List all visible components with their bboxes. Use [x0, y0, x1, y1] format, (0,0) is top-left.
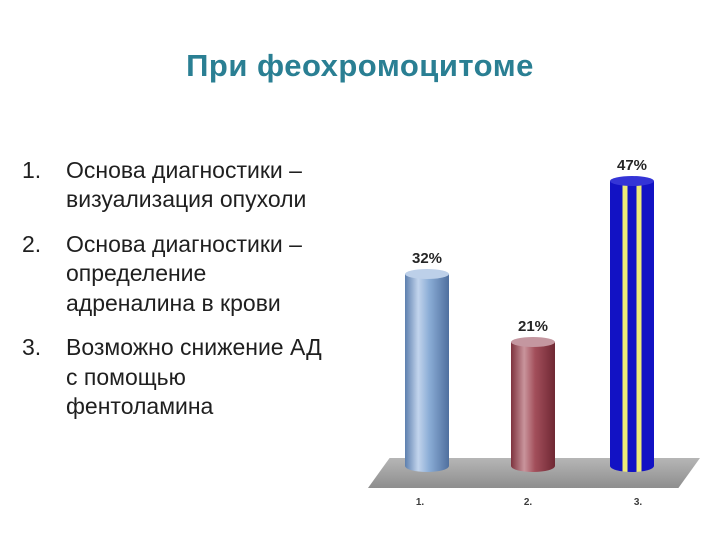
list-item-text: Возможно снижение АД с помощью фентолами…: [66, 334, 322, 420]
bar-value-label: 21%: [517, 318, 549, 335]
list-item-text: Основа диагностики – визуализация опухол…: [66, 157, 307, 213]
list-item-number: 3.: [22, 334, 42, 361]
bar-group-3: 47%: [597, 157, 667, 472]
bar-value-label: 32%: [411, 250, 443, 267]
bar-cylinder-3: [610, 176, 654, 472]
numbered-list: 1. Основа диагностики – визуализация опу…: [22, 156, 367, 437]
category-label-3: 3.: [633, 497, 643, 508]
bar-group-2: 21%: [498, 318, 568, 472]
category-label-1: 1.: [415, 497, 425, 508]
bar-chart: 32% 21% 47% 1. 2. 3.: [368, 140, 700, 512]
category-label-2: 2.: [523, 497, 533, 508]
list-item: 1. Основа диагностики – визуализация опу…: [22, 156, 367, 215]
list-item: 3. Возможно снижение АД с помощью фентол…: [22, 333, 367, 421]
list-item-number: 2.: [22, 230, 42, 257]
bar-cylinder-1: [405, 269, 449, 472]
bar-group-1: 32%: [392, 250, 462, 472]
bar-cylinder-2: [511, 337, 555, 472]
slide-title: При феохромоцитоме: [186, 48, 534, 83]
bar-value-label: 47%: [616, 157, 648, 174]
list-item: 2. Основа диагностики – определение адре…: [22, 230, 367, 318]
list-item-number: 1.: [22, 157, 42, 183]
list-item-text: Основа диагностики – определение адренал…: [66, 230, 302, 316]
